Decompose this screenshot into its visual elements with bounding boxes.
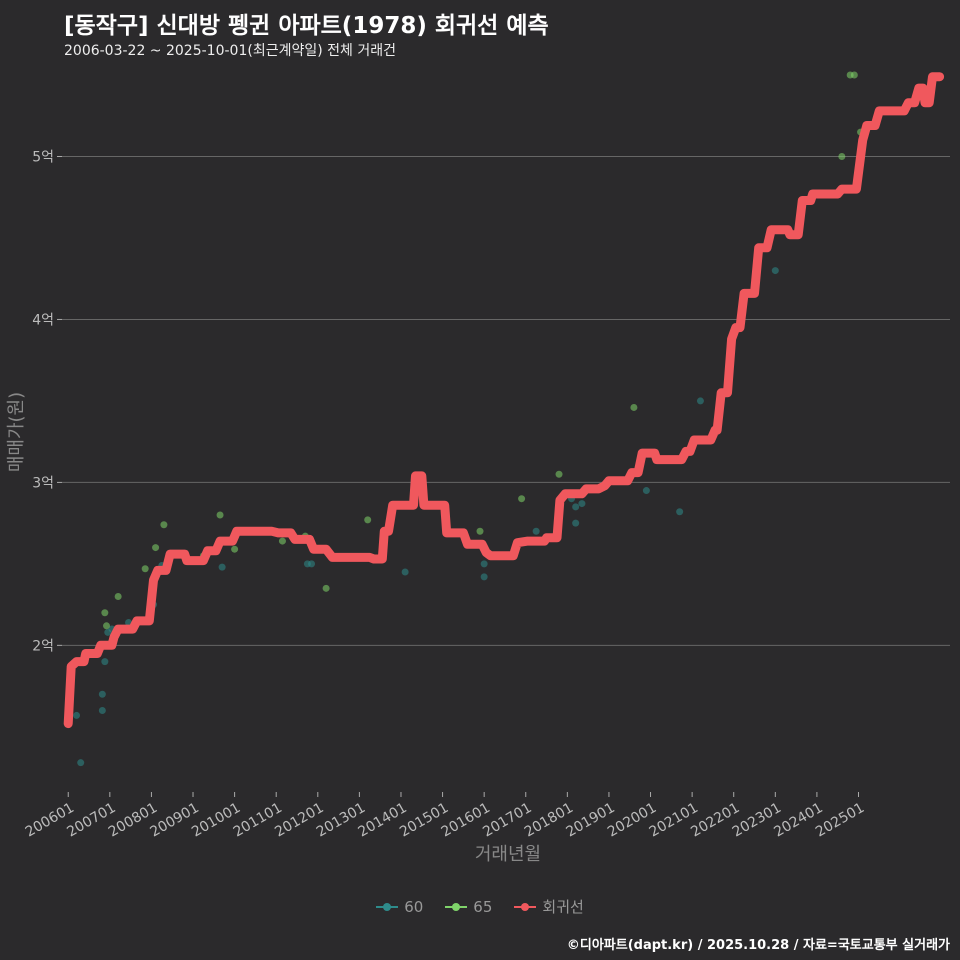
data-point-65: [630, 403, 638, 411]
x-axis-ticks: 2006012007012008012009012010012011012012…: [23, 792, 867, 840]
data-point-60: [308, 560, 316, 568]
legend-key-60: [376, 901, 399, 913]
x-axis-label: 거래년월: [475, 844, 541, 865]
legend-item-65[interactable]: 65: [445, 896, 492, 917]
y-tick-label: 4억: [32, 312, 54, 328]
y-axis-ticks: 2억 3억 4억 5억: [32, 150, 62, 654]
data-point-65: [114, 592, 122, 600]
data-point-65: [101, 609, 109, 617]
data-point-65: [518, 495, 526, 503]
legend-item-60[interactable]: 60: [376, 896, 423, 917]
data-point-60: [218, 563, 226, 571]
data-point-60: [532, 527, 540, 535]
data-point-65: [231, 545, 239, 553]
data-point-60: [101, 658, 109, 666]
legend-label-65: 65: [473, 897, 493, 916]
data-point-65: [850, 71, 858, 79]
y-tick-label: 2억: [32, 638, 54, 654]
regression-line-group: [63, 72, 945, 729]
data-point-60: [578, 500, 586, 508]
data-point-65: [322, 584, 330, 592]
data-point-60: [480, 560, 488, 568]
data-point-60: [572, 519, 580, 527]
data-point-60: [642, 487, 650, 495]
source-credit: ©디아파트(dapt.kr) / 2025.10.28 / 자료=국토교통부 실…: [566, 938, 950, 953]
legend-label-regression: 회귀선: [542, 898, 584, 916]
data-point-65: [141, 565, 149, 573]
data-point-65: [103, 622, 111, 630]
regression-line: [63, 72, 945, 729]
data-point-65: [278, 537, 286, 545]
legend-key-regression: [514, 901, 537, 913]
legend-label-60: 60: [404, 897, 424, 916]
data-point-65: [216, 511, 224, 519]
grid-lines: [62, 156, 950, 646]
data-point-60: [480, 573, 488, 581]
data-point-60: [676, 508, 684, 516]
y-tick-label: 3억: [32, 475, 54, 491]
series-60-points: [73, 267, 779, 767]
legend-item-regression[interactable]: 회귀선: [514, 896, 584, 917]
y-axis-label: 매매가(원): [6, 392, 27, 472]
data-point-65: [160, 521, 168, 529]
data-point-65: [555, 470, 563, 478]
data-point-65: [364, 516, 372, 524]
data-point-60: [98, 707, 106, 715]
data-point-60: [696, 397, 704, 405]
chart-subtitle: 2006-03-22 ~ 2025-10-01(최근계약일) 전체 거래건: [64, 43, 396, 59]
data-point-60: [73, 711, 81, 719]
data-point-65: [476, 527, 484, 535]
data-point-65: [152, 544, 160, 552]
legend-key-65: [445, 901, 468, 913]
data-point-60: [98, 690, 106, 698]
data-point-65: [838, 153, 846, 161]
data-point-60: [77, 759, 85, 767]
chart-title: [동작구] 신대방 펭귄 아파트(1978) 회귀선 예측: [64, 13, 549, 39]
data-point-60: [771, 267, 779, 275]
data-point-60: [572, 503, 580, 511]
data-point-60: [401, 568, 409, 576]
legend: 60 65 회귀선: [0, 896, 960, 917]
y-tick-label: 5억: [32, 150, 54, 166]
